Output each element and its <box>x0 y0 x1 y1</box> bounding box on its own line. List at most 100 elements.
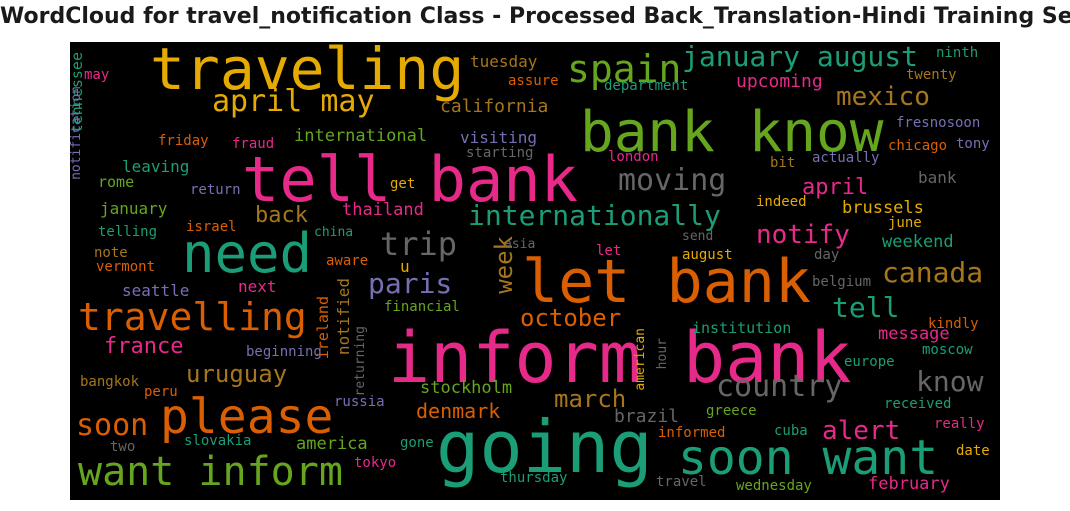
word-trip: trip <box>380 225 458 263</box>
word-china: china <box>314 225 354 240</box>
word-soon-want: soon want <box>678 430 939 486</box>
word-travelling: travelling <box>78 295 307 339</box>
word-international: international <box>294 126 428 146</box>
word-message: message <box>878 324 950 344</box>
word-upcoming: upcoming <box>736 71 823 92</box>
word-date: date <box>956 443 990 459</box>
word-cuba: cuba <box>774 423 808 439</box>
word-europe: europe <box>844 354 895 370</box>
word-inform-bank: inform bank <box>388 317 852 399</box>
word-notification: notification <box>70 86 84 180</box>
word-thursday: thursday <box>500 470 568 486</box>
word-american: american <box>633 328 648 391</box>
word-let: let <box>596 243 622 259</box>
word-bank: bank <box>918 168 957 187</box>
word-telling: telling <box>98 224 158 240</box>
word-ninth: ninth <box>936 45 979 61</box>
word-country: country <box>716 369 843 404</box>
word-london: london <box>608 149 659 165</box>
word-thailand: thailand <box>342 200 424 220</box>
word-paris: paris <box>368 267 453 300</box>
word-canada: canada <box>882 256 984 289</box>
word-tell-bank: tell bank <box>242 143 578 216</box>
word-friday: friday <box>158 133 209 149</box>
word-may: may <box>84 67 110 83</box>
word-received: received <box>884 396 952 412</box>
word-aware: aware <box>326 253 369 269</box>
word-starting: starting <box>466 145 534 161</box>
word-leaving: leaving <box>122 157 190 176</box>
word-vermont: vermont <box>96 259 156 275</box>
word-seattle: seattle <box>122 281 190 300</box>
word-moving: moving <box>618 163 727 198</box>
word-february: february <box>868 474 950 494</box>
word-return: return <box>190 182 241 198</box>
word-slovakia: slovakia <box>184 433 252 449</box>
word-bit: bit <box>770 155 796 171</box>
word-france: france <box>104 334 184 359</box>
word-tokyo: tokyo <box>354 455 397 471</box>
word-really: really <box>934 416 985 432</box>
word-next: next <box>238 277 277 296</box>
word-let-bank: let bank <box>522 247 811 317</box>
word-u: u <box>400 257 410 276</box>
word-need: need <box>182 222 313 285</box>
word-traveling: traveling <box>150 42 465 103</box>
word-asia: asia <box>504 237 536 252</box>
word-bank-know: bank know <box>580 100 884 165</box>
word-fraud: fraud <box>232 136 275 152</box>
word-israel: israel <box>186 219 237 235</box>
word-january: january <box>100 199 168 218</box>
word-chicago: chicago <box>888 138 948 154</box>
word-june: june <box>888 215 922 231</box>
word-alert: alert <box>822 416 901 446</box>
word-please: please <box>160 389 334 445</box>
word-april-may: april may <box>212 84 375 119</box>
word-notified: notified <box>334 278 353 356</box>
word-rome: rome <box>98 173 135 191</box>
word-spain: spain <box>567 47 682 91</box>
word-travel: travel <box>656 474 707 490</box>
word-department: department <box>604 78 689 94</box>
word-brazil: brazil <box>614 406 680 427</box>
word-beginning: beginning <box>246 344 322 360</box>
word-wednesday: wednesday <box>736 478 812 494</box>
word-actually: actually <box>812 150 880 166</box>
word-two: two <box>110 439 136 455</box>
word-back: back <box>255 203 308 228</box>
word-note: note <box>94 245 128 261</box>
word-know: know <box>916 365 984 398</box>
word-send: send <box>682 229 714 244</box>
word-soon: soon <box>76 408 149 443</box>
word-fresnosoon: fresnosoon <box>896 115 981 131</box>
word-institution: institution <box>692 319 792 337</box>
word-returning: returning <box>353 326 368 397</box>
word-notify: notify <box>756 220 850 250</box>
word-gone: gone <box>400 435 434 451</box>
word-indeed: indeed <box>756 194 807 210</box>
word-assure: assure <box>508 73 559 89</box>
word-october: october <box>520 304 622 332</box>
word-going: going <box>436 405 653 489</box>
word-want-inform: want inform <box>78 449 343 495</box>
word-peru: peru <box>144 384 178 400</box>
word-informed: informed <box>658 425 726 441</box>
word-america: america <box>296 434 368 454</box>
word-financial: financial <box>384 299 460 315</box>
word-moscow: moscow <box>922 342 973 358</box>
word-tuesday: tuesday <box>470 52 538 71</box>
word-twenty: twenty <box>906 67 957 83</box>
word-california: california <box>440 96 549 117</box>
word-march: march <box>554 385 627 413</box>
word-hour: hour <box>655 338 670 370</box>
word-mexico: mexico <box>836 82 930 112</box>
word-belgium: belgium <box>812 274 872 290</box>
word-internationally: internationally <box>468 199 721 232</box>
word-get: get <box>390 176 416 192</box>
word-january-august: january august <box>682 42 919 73</box>
chart-title: WordCloud for travel_notification Class … <box>0 4 1070 29</box>
word-august: august <box>682 247 733 263</box>
word-visiting: visiting <box>460 128 538 147</box>
word-stockholm: stockholm <box>420 378 513 398</box>
word-kindly: kindly <box>928 316 979 332</box>
